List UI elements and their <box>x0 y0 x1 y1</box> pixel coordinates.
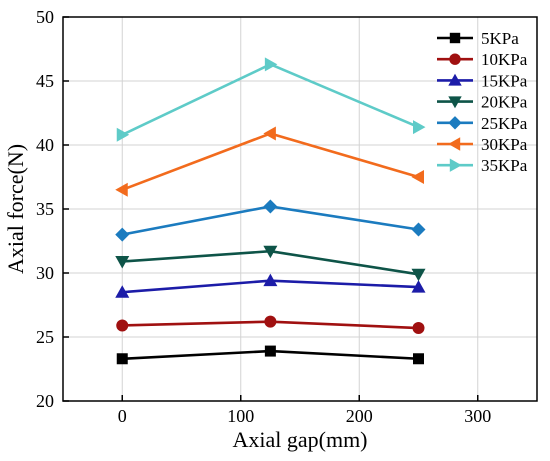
series-20KPa <box>115 245 426 282</box>
legend-item: 15KPa <box>437 71 528 90</box>
x-tick-label: 300 <box>464 406 491 426</box>
legend-marker <box>449 53 461 65</box>
data-point <box>264 345 276 357</box>
y-tick-label: 35 <box>36 199 54 219</box>
data-point <box>411 280 426 293</box>
axis-ticks <box>63 16 479 402</box>
legend-marker <box>448 73 462 86</box>
y-tick-label: 40 <box>36 135 54 155</box>
series-line <box>121 62 420 136</box>
x-tick-label: 200 <box>346 406 373 426</box>
legend-marker <box>449 158 462 172</box>
legend-label: 20KPa <box>481 93 528 112</box>
x-tick-label: 100 <box>227 406 254 426</box>
data-point <box>263 199 278 214</box>
series-35KPa <box>116 57 426 142</box>
grid-lines <box>63 17 537 401</box>
axis-tick-labels: 0 100 200 300 20 25 30 35 40 45 50 <box>36 7 491 426</box>
legend-label: 5KPa <box>481 29 519 48</box>
data-point <box>264 315 277 328</box>
legend-item: 5KPa <box>437 29 519 48</box>
y-tick-label: 25 <box>36 327 54 347</box>
series-layer <box>115 57 426 365</box>
data-point <box>115 182 128 197</box>
data-point <box>263 273 278 287</box>
y-tick-label: 50 <box>36 7 54 27</box>
y-tick-label: 30 <box>36 263 54 283</box>
legend-marker <box>448 96 462 109</box>
data-point <box>116 319 129 332</box>
x-axis-title: Axial gap(mm) <box>232 427 367 452</box>
y-tick-label: 45 <box>36 71 54 91</box>
data-point <box>413 353 424 365</box>
y-tick-label: 20 <box>36 391 54 411</box>
data-point <box>115 285 130 298</box>
data-point <box>411 170 424 184</box>
legend-label: 30KPa <box>481 135 528 154</box>
data-point <box>412 322 425 335</box>
legend-label: 10KPa <box>481 50 528 69</box>
data-point <box>411 222 426 237</box>
legend-label: 25KPa <box>481 114 528 133</box>
data-point <box>115 227 130 242</box>
legend-marker <box>449 32 461 44</box>
data-point <box>411 268 426 282</box>
series-5KPa <box>116 345 424 365</box>
x-tick-label: 0 <box>118 406 127 426</box>
legend-item: 25KPa <box>437 114 528 133</box>
legend-item: 35KPa <box>437 156 528 175</box>
data-point <box>263 126 276 141</box>
legend-marker <box>448 116 462 130</box>
legend-label: 15KPa <box>481 71 528 90</box>
data-point <box>116 127 130 142</box>
data-point <box>413 120 426 135</box>
series-25KPa <box>115 199 426 242</box>
series-30KPa <box>115 126 424 197</box>
series-15KPa <box>115 273 426 298</box>
legend-item: 20KPa <box>437 93 528 112</box>
y-axis-title: Axial force(N) <box>3 144 28 274</box>
data-point <box>263 245 278 259</box>
data-point <box>116 353 128 365</box>
legend-item: 10KPa <box>437 50 528 69</box>
series-10KPa <box>116 315 425 335</box>
legend-marker <box>448 137 461 151</box>
data-point <box>264 57 278 72</box>
legend-item: 30KPa <box>437 135 528 154</box>
legend-label: 35KPa <box>481 156 528 175</box>
series-line <box>121 132 419 192</box>
legend: 5KPa 10KPa 15KPa 20KPa 25KPa 30KPa 35KPa <box>437 29 528 175</box>
data-point <box>115 255 130 269</box>
